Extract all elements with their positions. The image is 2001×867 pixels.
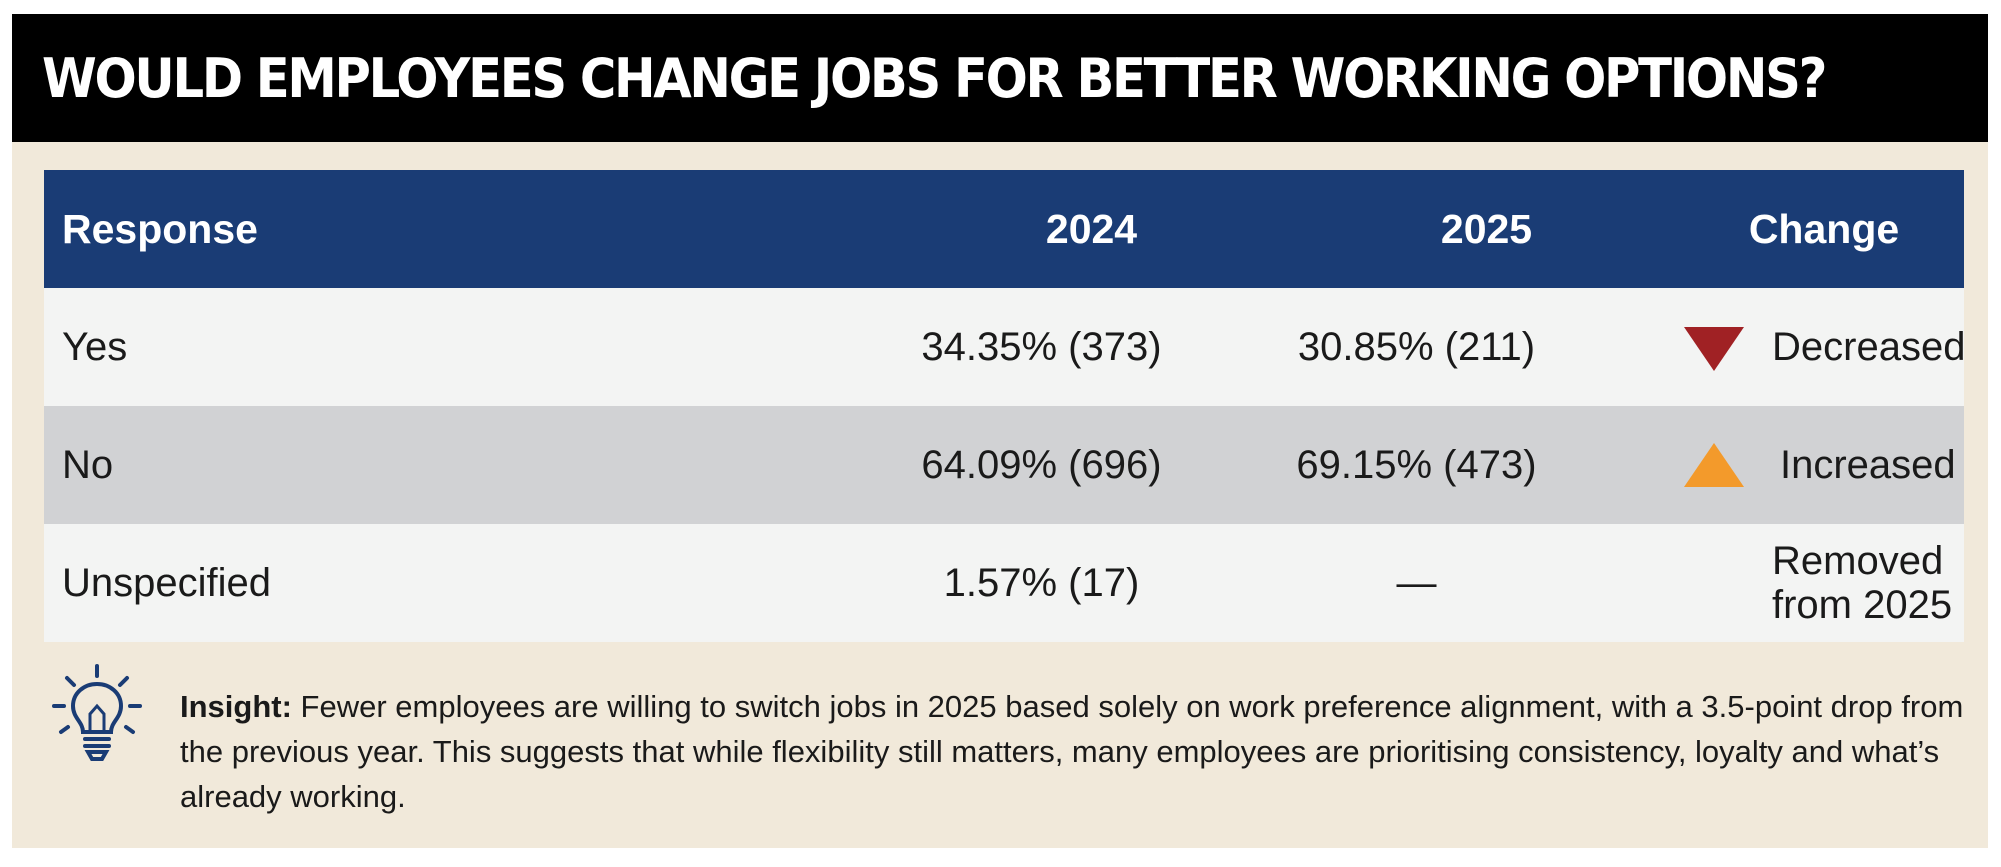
header-2024: 2024 [1045,205,1138,252]
change-label: Increased [1780,443,1956,487]
change-label-line1: Removed [1772,539,1944,583]
insight-text: Insight: Fewer employees are willing to … [180,684,1980,819]
row-change: Decreased [1564,323,1966,371]
row-response: Unspecified [62,560,272,605]
page-title: WOULD EMPLOYEES CHANGE JOBS FOR BETTER W… [42,46,1827,110]
row-response: No [62,442,114,487]
row-2025-value: 30.85% (211) [1297,324,1536,369]
row-2025-value: — [1396,560,1437,605]
insight-box: Insight: Fewer employees are willing to … [52,664,1963,824]
row-2024-value: 64.09% (696) [921,442,1162,487]
row-change: Increased [1564,441,1964,489]
header-2025: 2025 [1440,205,1533,252]
change-label: Decreased [1772,325,1966,369]
table-header-row: Response 2024 2025 Change [44,170,1964,288]
row-change: Removed from 2025 [1564,539,1964,627]
header-change-label: Change [1748,205,1900,252]
table-row: Unspecified 1.57% (17) — Removed from 20… [44,524,1964,642]
header-change: Change [1644,206,1964,253]
change-label-line2: from 2025 [1772,583,1953,627]
change-label: Removed from 2025 [1684,539,1952,627]
row-2024-value: 34.35% (373) [921,324,1162,369]
header-response: Response [62,205,258,252]
insight-label: Insight: [180,689,292,724]
comparison-table: Response 2024 2025 Change Yes 34.35% (37… [44,170,1966,642]
infographic-card: WOULD EMPLOYEES CHANGE JOBS FOR BETTER W… [12,14,1988,848]
table-row: Yes 34.35% (373) 30.85% (211) Decreased [44,288,1966,406]
title-bar: WOULD EMPLOYEES CHANGE JOBS FOR BETTER W… [12,14,1988,142]
row-2024-value: 1.57% (17) [943,560,1140,605]
row-response: Yes [62,324,128,369]
row-2025-value: 69.15% (473) [1296,442,1537,487]
insight-body: Fewer employees are willing to switch jo… [180,689,1964,814]
lightbulb-icon [52,664,142,764]
down-triangle-icon [1684,323,1744,371]
up-triangle-icon [1684,441,1744,489]
table-row: No 64.09% (696) 69.15% (473) Increased [44,406,1964,524]
